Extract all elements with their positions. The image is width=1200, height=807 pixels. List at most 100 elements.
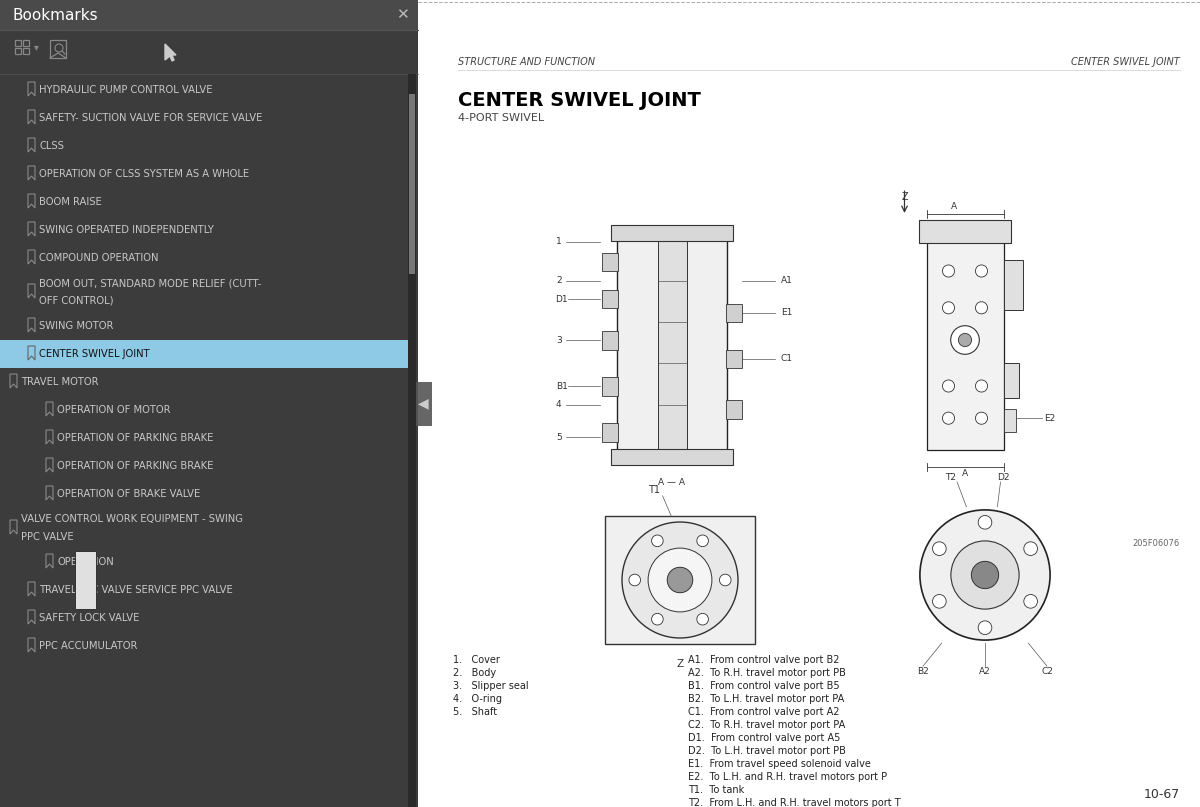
Text: CENTER SWIVEL JOINT: CENTER SWIVEL JOINT <box>38 349 150 359</box>
Text: SAFETY LOCK VALVE: SAFETY LOCK VALVE <box>38 613 139 623</box>
Text: OPERATION OF BRAKE VALVE: OPERATION OF BRAKE VALVE <box>58 489 200 499</box>
Bar <box>726 349 742 368</box>
Text: C1: C1 <box>781 354 793 363</box>
Text: OPERATION OF CLSS SYSTEM AS A WHOLE: OPERATION OF CLSS SYSTEM AS A WHOLE <box>38 169 250 179</box>
Text: SAFETY- SUCTION VALVE FOR SERVICE VALVE: SAFETY- SUCTION VALVE FOR SERVICE VALVE <box>38 113 263 123</box>
Text: ▾: ▾ <box>34 42 38 52</box>
Circle shape <box>697 613 708 625</box>
Circle shape <box>950 541 1019 609</box>
Text: SWING MOTOR: SWING MOTOR <box>38 321 113 331</box>
Bar <box>416 382 432 425</box>
Bar <box>50 40 66 58</box>
Bar <box>602 290 618 308</box>
Circle shape <box>978 621 992 634</box>
Bar <box>408 74 416 807</box>
Bar <box>602 377 618 395</box>
Text: STRUCTURE AND FUNCTION: STRUCTURE AND FUNCTION <box>458 57 595 67</box>
Text: T1.  To tank: T1. To tank <box>688 785 744 795</box>
Circle shape <box>959 333 972 346</box>
Bar <box>409 94 415 274</box>
Bar <box>617 230 727 460</box>
Circle shape <box>648 548 712 612</box>
Polygon shape <box>166 44 176 61</box>
Circle shape <box>976 412 988 424</box>
Circle shape <box>932 595 946 608</box>
Text: B1: B1 <box>556 382 568 391</box>
Text: D1: D1 <box>556 295 568 303</box>
Text: CLSS: CLSS <box>38 141 64 151</box>
Text: CENTER SWIVEL JOINT: CENTER SWIVEL JOINT <box>458 90 701 110</box>
Text: 4.   O-ring: 4. O-ring <box>454 694 502 704</box>
Text: COMPOUND OPERATION: COMPOUND OPERATION <box>38 253 158 263</box>
Text: 3.   Slipper seal: 3. Slipper seal <box>454 681 529 691</box>
Text: E1.  From travel speed solenoid valve: E1. From travel speed solenoid valve <box>688 759 871 769</box>
Text: 3: 3 <box>556 336 562 345</box>
Text: OFF CONTROL): OFF CONTROL) <box>38 296 114 306</box>
Text: Bookmarks: Bookmarks <box>12 7 97 23</box>
Text: A1: A1 <box>781 276 793 285</box>
Text: A — A: A — A <box>659 479 685 487</box>
Bar <box>605 516 756 644</box>
Circle shape <box>1024 595 1038 608</box>
Bar <box>726 303 742 322</box>
Bar <box>611 449 733 465</box>
Text: TRAVEL PPC VALVE SERVICE PPC VALVE: TRAVEL PPC VALVE SERVICE PPC VALVE <box>38 585 233 595</box>
Text: A1.  From control valve port B2: A1. From control valve port B2 <box>688 655 840 665</box>
Bar <box>602 331 618 349</box>
Circle shape <box>976 380 988 392</box>
Bar <box>919 220 1012 244</box>
Text: E2: E2 <box>1044 414 1056 423</box>
Bar <box>418 0 1200 807</box>
Circle shape <box>622 522 738 638</box>
Text: 10-67: 10-67 <box>1144 788 1180 801</box>
Text: D2: D2 <box>997 473 1010 482</box>
Bar <box>1003 363 1019 398</box>
Text: OPERATION OF PARKING BRAKE: OPERATION OF PARKING BRAKE <box>58 433 214 443</box>
Bar <box>1003 409 1015 432</box>
Text: C1.  From control valve port A2: C1. From control valve port A2 <box>688 707 840 717</box>
Circle shape <box>1024 541 1038 555</box>
Text: A: A <box>950 202 958 211</box>
Text: ◀: ◀ <box>418 396 428 411</box>
Text: A2.  To R.H. travel motor port PB: A2. To R.H. travel motor port PB <box>688 668 846 678</box>
Bar <box>76 551 96 609</box>
Text: B2: B2 <box>917 667 929 675</box>
Circle shape <box>920 510 1050 640</box>
Text: T2: T2 <box>946 473 956 482</box>
Circle shape <box>667 567 692 593</box>
Circle shape <box>942 302 954 314</box>
Bar <box>23 40 29 46</box>
Text: A: A <box>962 469 968 478</box>
Bar <box>14 40 22 46</box>
Text: BOOM OUT, STANDARD MODE RELIEF (CUTT-: BOOM OUT, STANDARD MODE RELIEF (CUTT- <box>38 278 262 288</box>
Text: HYDRAULIC PUMP CONTROL VALVE: HYDRAULIC PUMP CONTROL VALVE <box>38 85 212 95</box>
Text: 2.   Body: 2. Body <box>454 668 496 678</box>
Circle shape <box>950 326 979 354</box>
Text: T1: T1 <box>648 485 660 495</box>
Text: 2: 2 <box>556 276 562 285</box>
Text: Z: Z <box>901 192 908 203</box>
Text: 4-PORT SWIVEL: 4-PORT SWIVEL <box>458 113 544 123</box>
Bar <box>14 48 22 54</box>
Bar <box>658 235 686 455</box>
Circle shape <box>942 380 954 392</box>
Circle shape <box>942 265 954 277</box>
Text: 1.   Cover: 1. Cover <box>454 655 500 665</box>
Circle shape <box>942 412 954 424</box>
Text: SWING OPERATED INDEPENDENTLY: SWING OPERATED INDEPENDENTLY <box>38 225 214 235</box>
Text: A2: A2 <box>979 667 991 675</box>
Text: PPC VALVE: PPC VALVE <box>22 532 73 541</box>
Text: D1.  From control valve port A5: D1. From control valve port A5 <box>688 733 840 743</box>
Text: CENTER SWIVEL JOINT: CENTER SWIVEL JOINT <box>1072 57 1180 67</box>
Text: D2.  To L.H. travel motor port PB: D2. To L.H. travel motor port PB <box>688 746 846 756</box>
Text: PPC ACCUMULATOR: PPC ACCUMULATOR <box>38 641 137 651</box>
Text: OPERATION OF MOTOR: OPERATION OF MOTOR <box>58 405 170 415</box>
Bar <box>0 340 408 368</box>
Bar <box>602 253 618 271</box>
Text: TRAVEL MOTOR: TRAVEL MOTOR <box>22 377 98 387</box>
Circle shape <box>697 535 708 546</box>
Bar <box>602 423 618 441</box>
Circle shape <box>629 575 641 586</box>
Circle shape <box>978 516 992 529</box>
Bar <box>23 48 29 54</box>
